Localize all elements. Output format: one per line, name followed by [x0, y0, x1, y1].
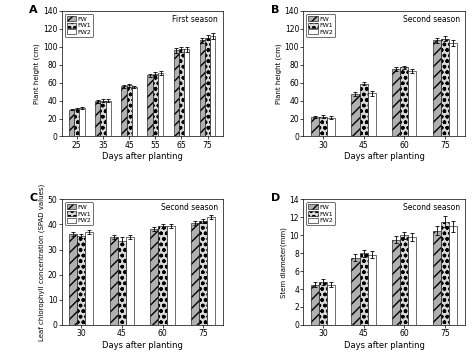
Bar	[69, 109, 74, 136]
X-axis label: Days after planting: Days after planting	[102, 341, 182, 350]
Text: Second season: Second season	[402, 203, 460, 212]
Text: C: C	[29, 193, 37, 203]
Bar	[200, 40, 205, 136]
Bar	[80, 108, 85, 136]
Text: Second season: Second season	[161, 203, 218, 212]
Bar	[158, 73, 163, 136]
Text: B: B	[271, 5, 280, 14]
Bar	[150, 230, 158, 325]
Legend: FW, FW1, FW2: FW, FW1, FW2	[65, 14, 93, 37]
X-axis label: Days after planting: Days after planting	[344, 152, 424, 161]
Bar	[351, 94, 359, 136]
Bar	[441, 39, 449, 136]
Text: Second season: Second season	[402, 14, 460, 23]
Bar	[173, 50, 179, 136]
Bar	[210, 36, 216, 136]
Bar	[121, 86, 127, 136]
Bar	[118, 241, 126, 325]
Y-axis label: Stem diameter(mm): Stem diameter(mm)	[280, 227, 287, 297]
Bar	[106, 101, 111, 136]
Bar	[368, 93, 376, 136]
Bar	[69, 234, 77, 325]
Bar	[319, 282, 327, 325]
Bar	[132, 87, 137, 136]
Legend: FW, FW1, FW2: FW, FW1, FW2	[307, 14, 335, 37]
Bar	[77, 236, 85, 325]
Y-axis label: Plant height (cm): Plant height (cm)	[275, 43, 282, 104]
Bar	[392, 240, 400, 325]
Text: D: D	[271, 193, 281, 203]
Y-axis label: Leaf chlorophyll concentration (SPAD values): Leaf chlorophyll concentration (SPAD val…	[38, 183, 45, 341]
Bar	[449, 43, 457, 136]
Bar	[207, 217, 216, 325]
Bar	[351, 258, 359, 325]
Bar	[95, 101, 100, 136]
Bar	[205, 38, 210, 136]
Bar	[85, 232, 93, 325]
Bar	[441, 222, 449, 325]
Bar	[359, 83, 368, 136]
Bar	[392, 69, 400, 136]
X-axis label: Days after planting: Days after planting	[102, 152, 182, 161]
Bar	[147, 75, 153, 136]
Bar	[126, 237, 134, 325]
Bar	[199, 221, 207, 325]
Bar	[327, 284, 335, 325]
Bar	[409, 237, 417, 325]
Bar	[433, 231, 441, 325]
Bar	[184, 49, 189, 136]
Bar	[319, 117, 327, 136]
Legend: FW, FW1, FW2: FW, FW1, FW2	[307, 203, 335, 225]
Bar	[400, 68, 409, 136]
Bar	[449, 226, 457, 325]
Legend: FW, FW1, FW2: FW, FW1, FW2	[65, 203, 93, 225]
Bar	[109, 237, 118, 325]
Bar	[433, 40, 441, 136]
Bar	[310, 117, 319, 136]
Bar	[310, 284, 319, 325]
Text: First season: First season	[172, 14, 218, 23]
Bar	[158, 226, 167, 325]
X-axis label: Days after planting: Days after planting	[344, 341, 424, 350]
Bar	[179, 49, 184, 136]
Bar	[409, 71, 417, 136]
Bar	[327, 118, 335, 136]
Bar	[368, 255, 376, 325]
Bar	[167, 226, 175, 325]
Bar	[74, 109, 80, 136]
Bar	[400, 235, 409, 325]
Bar	[359, 253, 368, 325]
Bar	[153, 74, 158, 136]
Text: A: A	[29, 5, 38, 14]
Bar	[127, 85, 132, 136]
Y-axis label: Plant height (cm): Plant height (cm)	[34, 43, 40, 104]
Bar	[100, 101, 106, 136]
Bar	[191, 223, 199, 325]
